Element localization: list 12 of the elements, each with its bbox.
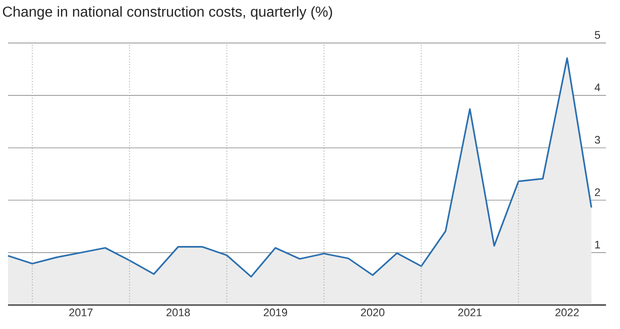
chart-title: Change in national construction costs, quarterly (%) [2, 6, 332, 20]
y-tick-label: 5 [594, 31, 600, 39]
y-tick-label: 3 [594, 136, 600, 144]
x-tick-label: 2022 [555, 308, 579, 316]
x-tick-label: 2017 [69, 308, 93, 316]
x-tick-label: 2020 [360, 308, 384, 316]
y-tick-label: 1 [595, 240, 600, 248]
x-tick-label: 2019 [264, 308, 288, 316]
y-tick-label: 2 [594, 188, 600, 196]
x-tick-label: 2021 [458, 308, 482, 316]
y-tick-label: 4 [594, 84, 600, 92]
x-tick-label: 2018 [166, 308, 190, 316]
